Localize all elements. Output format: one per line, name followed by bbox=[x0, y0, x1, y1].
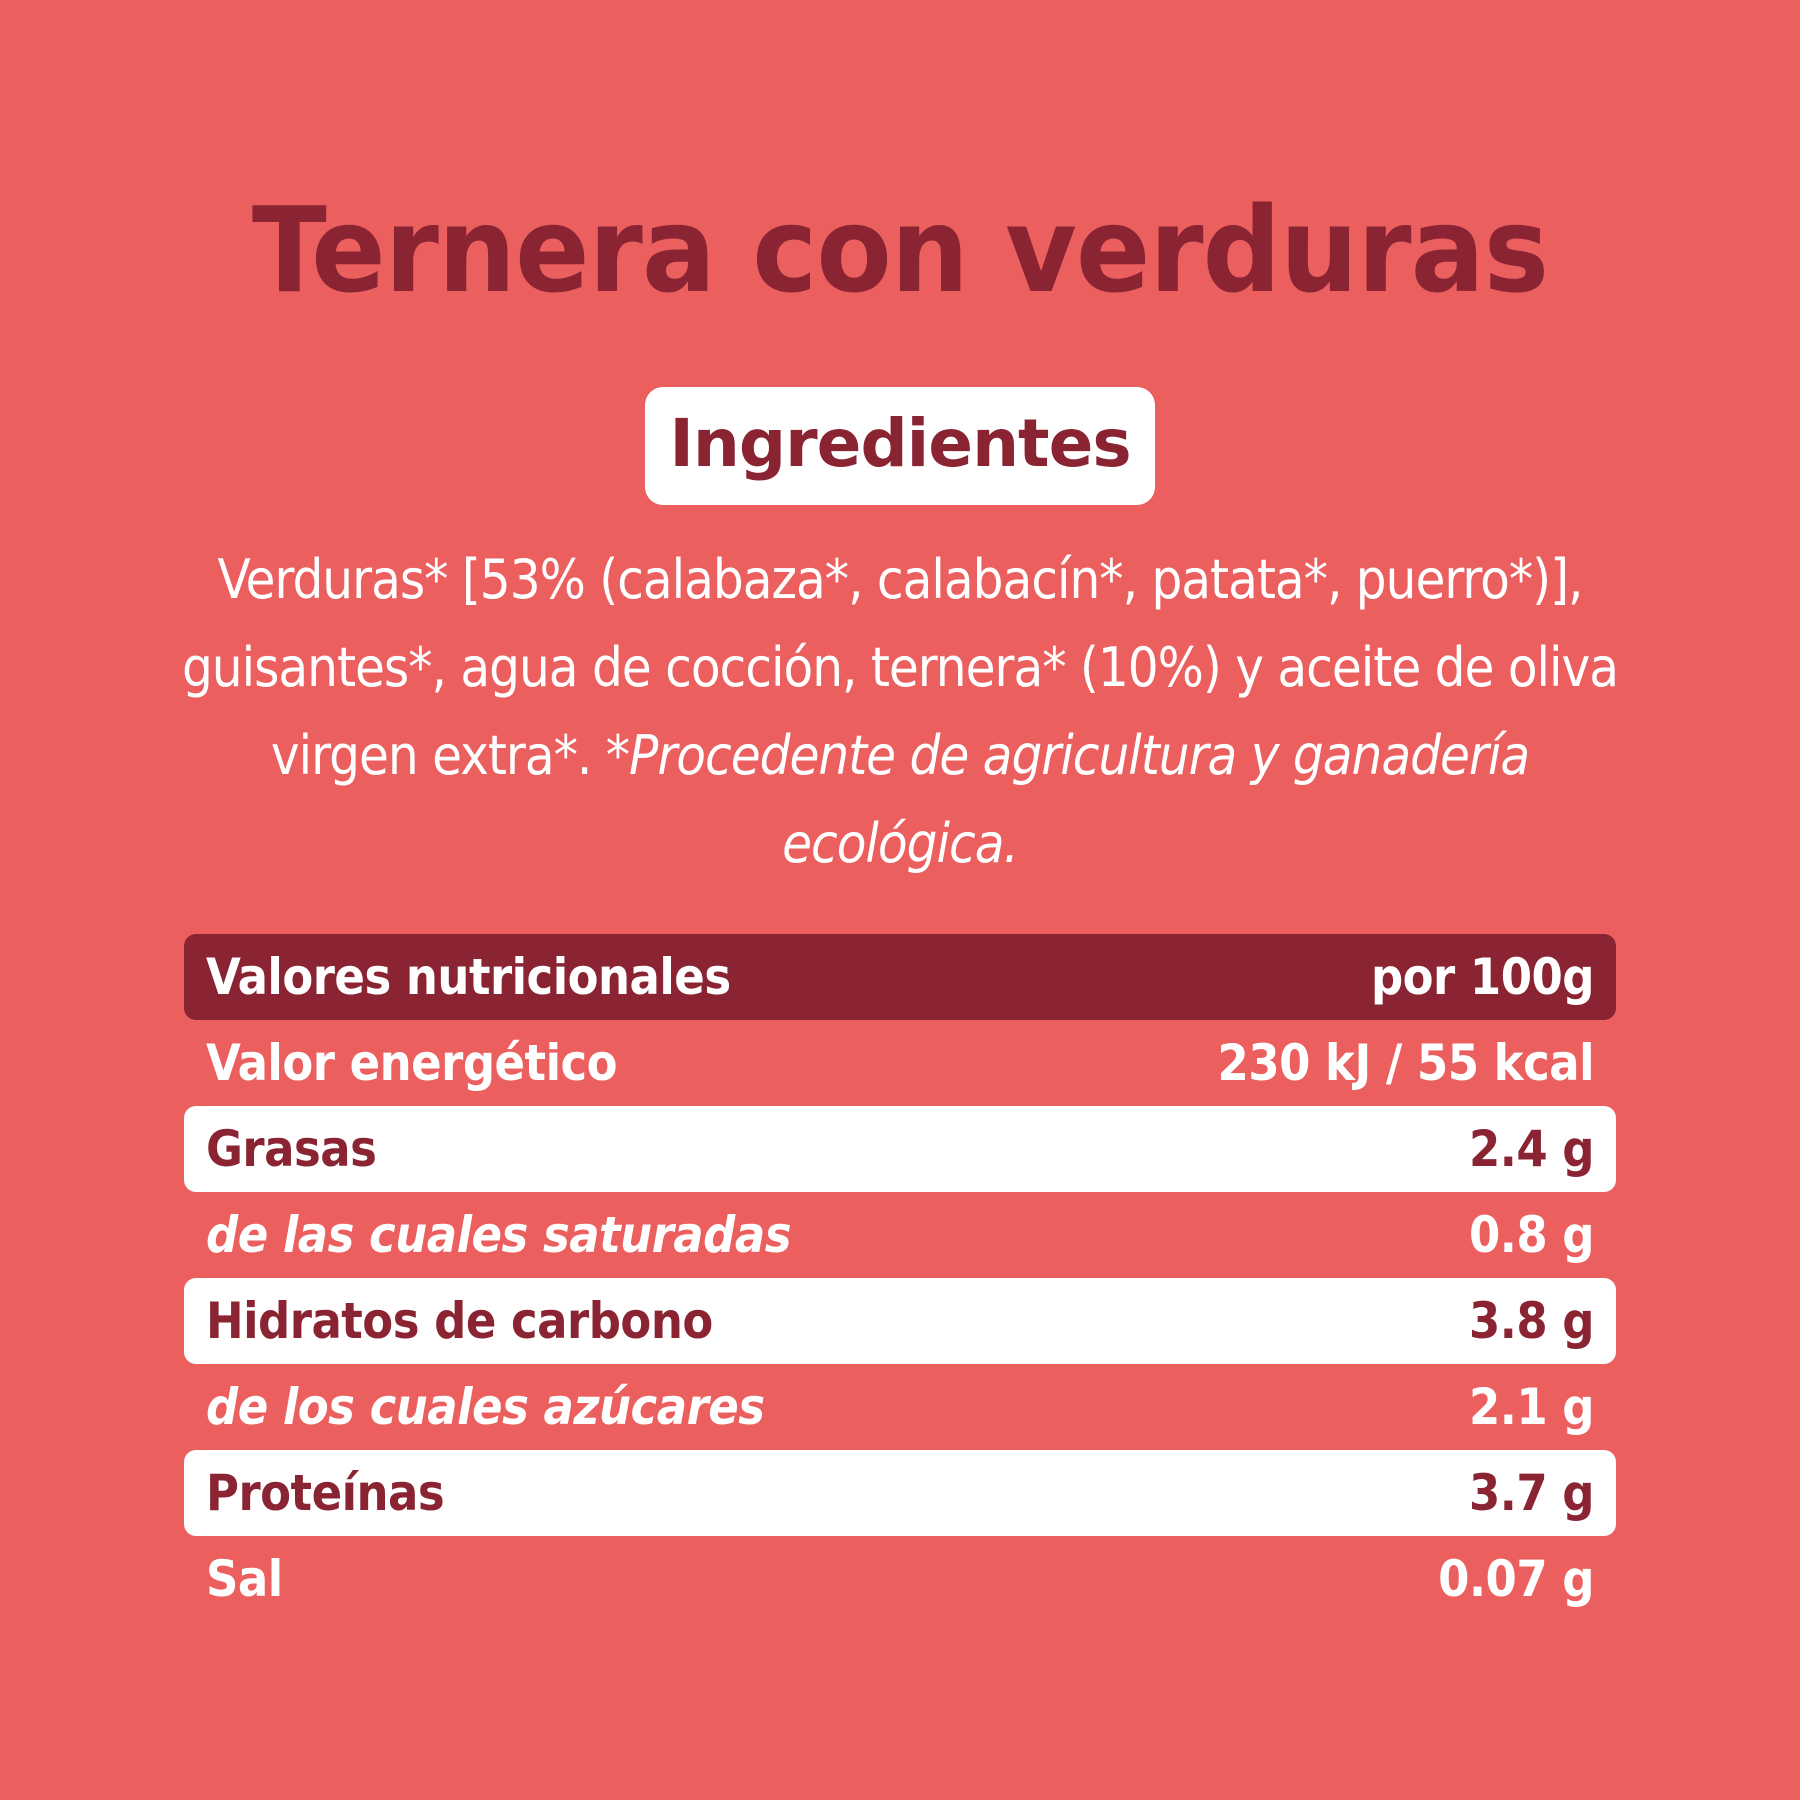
nutrition-header-value: por 100g bbox=[1370, 948, 1595, 1006]
nutrition-row-salt: Sal 0.07 g bbox=[184, 1536, 1616, 1622]
nutrition-row-saturated: de las cuales saturadas 0.8 g bbox=[184, 1192, 1616, 1278]
row-label: Valor energético bbox=[206, 1034, 618, 1092]
product-title: Ternera con verduras bbox=[251, 181, 1549, 319]
nutrition-row-carbs: Hidratos de carbono 3.8 g bbox=[184, 1278, 1616, 1364]
row-value: 2.1 g bbox=[1468, 1378, 1595, 1436]
ingredients-note: *Procedente de agricultura y ganadería e… bbox=[605, 724, 1530, 875]
nutrition-header-label: Valores nutricionales bbox=[206, 948, 731, 1006]
row-label: de los cuales azúcares bbox=[206, 1378, 765, 1436]
row-label: Hidratos de carbono bbox=[206, 1292, 713, 1350]
ingredients-badge: Ingredientes bbox=[645, 387, 1155, 505]
nutrition-header: Valores nutricionales por 100g bbox=[184, 934, 1616, 1020]
row-value: 0.8 g bbox=[1468, 1206, 1595, 1264]
nutrition-row-fat: Grasas 2.4 g bbox=[184, 1106, 1616, 1192]
row-label: Proteínas bbox=[206, 1464, 445, 1522]
row-label: Sal bbox=[206, 1550, 283, 1608]
row-label: de las cuales saturadas bbox=[206, 1206, 791, 1264]
row-value: 3.7 g bbox=[1468, 1464, 1595, 1522]
row-value: 230 kJ / 55 kcal bbox=[1217, 1034, 1595, 1092]
nutrition-row-protein: Proteínas 3.7 g bbox=[184, 1450, 1616, 1536]
ingredients-list: Verduras* [53% (calabaza*, calabacín*, p… bbox=[181, 548, 1619, 787]
nutrition-table: Valores nutricionales por 100g Valor ene… bbox=[184, 934, 1616, 1622]
row-label: Grasas bbox=[206, 1120, 377, 1178]
nutrition-row-energy: Valor energético 230 kJ / 55 kcal bbox=[184, 1020, 1616, 1106]
ingredients-text: Verduras* [53% (calabaza*, calabacín*, p… bbox=[180, 536, 1620, 888]
row-value: 0.07 g bbox=[1438, 1550, 1594, 1608]
row-value: 3.8 g bbox=[1468, 1292, 1595, 1350]
ingredients-badge-container: Ingredientes bbox=[0, 387, 1800, 505]
nutrition-row-sugars: de los cuales azúcares 2.1 g bbox=[184, 1364, 1616, 1450]
row-value: 2.4 g bbox=[1468, 1120, 1595, 1178]
